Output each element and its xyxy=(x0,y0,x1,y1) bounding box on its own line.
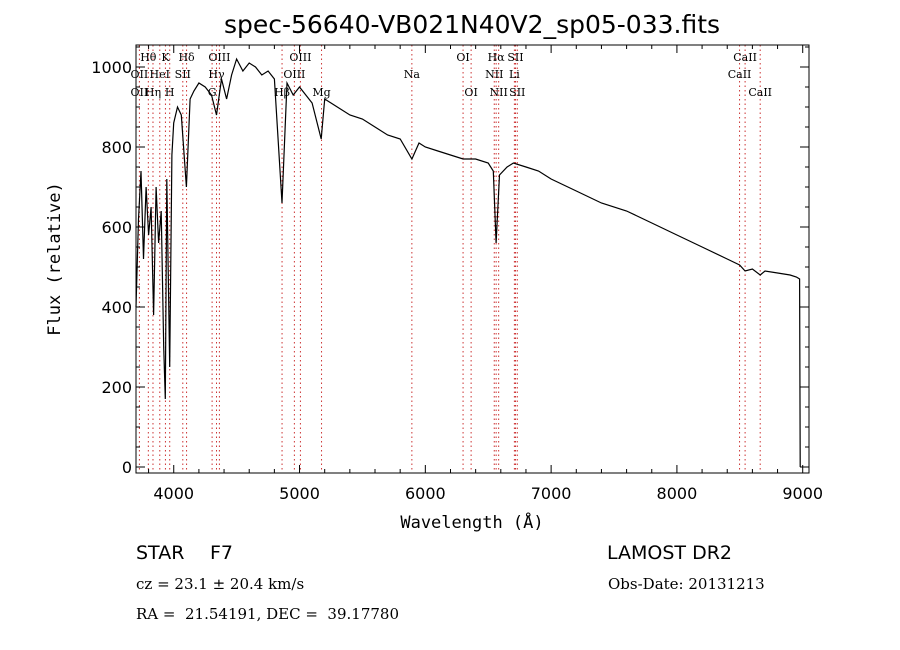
spectral-line-label: Hα xyxy=(488,51,506,64)
spectral-line-label: SII xyxy=(509,86,525,99)
spectral-line-label: OII xyxy=(131,86,149,99)
spectral-line-label: NII xyxy=(490,86,508,99)
spectral-line-label: Hη xyxy=(145,86,161,99)
spectral-line-label: CaII xyxy=(733,51,757,64)
x-axis-label: Wavelength (Å) xyxy=(400,511,543,533)
x-tick-label: 6000 xyxy=(405,484,446,503)
spectral-line-label: CaII xyxy=(728,68,752,81)
x-tick-label: 4000 xyxy=(153,484,194,503)
chart-title: spec-56640-VB021N40V2_sp05-033.fits xyxy=(224,10,720,39)
spectral-line-label: Hδ xyxy=(178,51,195,64)
spectrum-series-line xyxy=(135,57,801,468)
object-class: STAR xyxy=(136,542,185,564)
spectral-line-label: Na xyxy=(404,68,421,81)
x-tick-label: 7000 xyxy=(531,484,572,503)
y-tick-label: 800 xyxy=(101,138,132,157)
spectral-line-label: SII xyxy=(175,68,191,81)
y-tick-label: 1000 xyxy=(91,58,132,77)
spectral-line-label: Hγ xyxy=(208,68,225,81)
spectral-line-label: OIII xyxy=(283,68,305,81)
spectral-line-label: K xyxy=(161,51,170,64)
observation-date: Obs-Date: 20131213 xyxy=(608,575,765,593)
y-tick-label: 200 xyxy=(101,378,132,397)
x-tick-label: 9000 xyxy=(782,484,823,503)
coordinates: RA = 21.54191, DEC = 39.17780 xyxy=(136,605,400,623)
plot-frame xyxy=(135,44,810,474)
spectral-line-label: Hβ xyxy=(274,86,290,99)
x-tick-label: 5000 xyxy=(279,484,320,503)
spectral-line-label: OIII xyxy=(208,51,230,64)
spectral-line-label: Hθ xyxy=(140,51,157,64)
y-tick-label: 0 xyxy=(122,458,132,477)
y-axis: 0 200 400 600 800 1000 xyxy=(91,46,809,477)
x-tick-label: 8000 xyxy=(657,484,698,503)
survey-name: LAMOST DR2 xyxy=(607,542,732,564)
spectral-line-label: SII xyxy=(507,51,523,64)
spectral-line-label: OI xyxy=(456,51,469,64)
spectral-line-label: CaII xyxy=(748,86,772,99)
x-axis: 4000 5000 6000 7000 8000 9000 xyxy=(148,45,823,503)
spectral-line-label: OIII xyxy=(289,51,311,64)
spectral-line-label: HeI xyxy=(150,68,170,81)
spectral-line-label: OI xyxy=(464,86,477,99)
spectral-line-label: NII xyxy=(485,68,503,81)
spectral-line-label: H xyxy=(165,86,175,99)
y-tick-label: 400 xyxy=(101,298,132,317)
y-tick-label: 600 xyxy=(101,218,132,237)
spectral-line-markers xyxy=(138,45,761,473)
spectral-line-label: Mg xyxy=(312,86,330,99)
spectral-line-label: OII xyxy=(131,68,149,81)
object-subclass: F7 xyxy=(210,542,234,564)
spectral-line-label: Li xyxy=(509,68,520,81)
y-axis-label: Flux (relative) xyxy=(45,182,65,336)
redshift-cz: cz = 23.1 ± 20.4 km/s xyxy=(136,575,305,593)
spectral-line-label: G xyxy=(208,86,217,99)
